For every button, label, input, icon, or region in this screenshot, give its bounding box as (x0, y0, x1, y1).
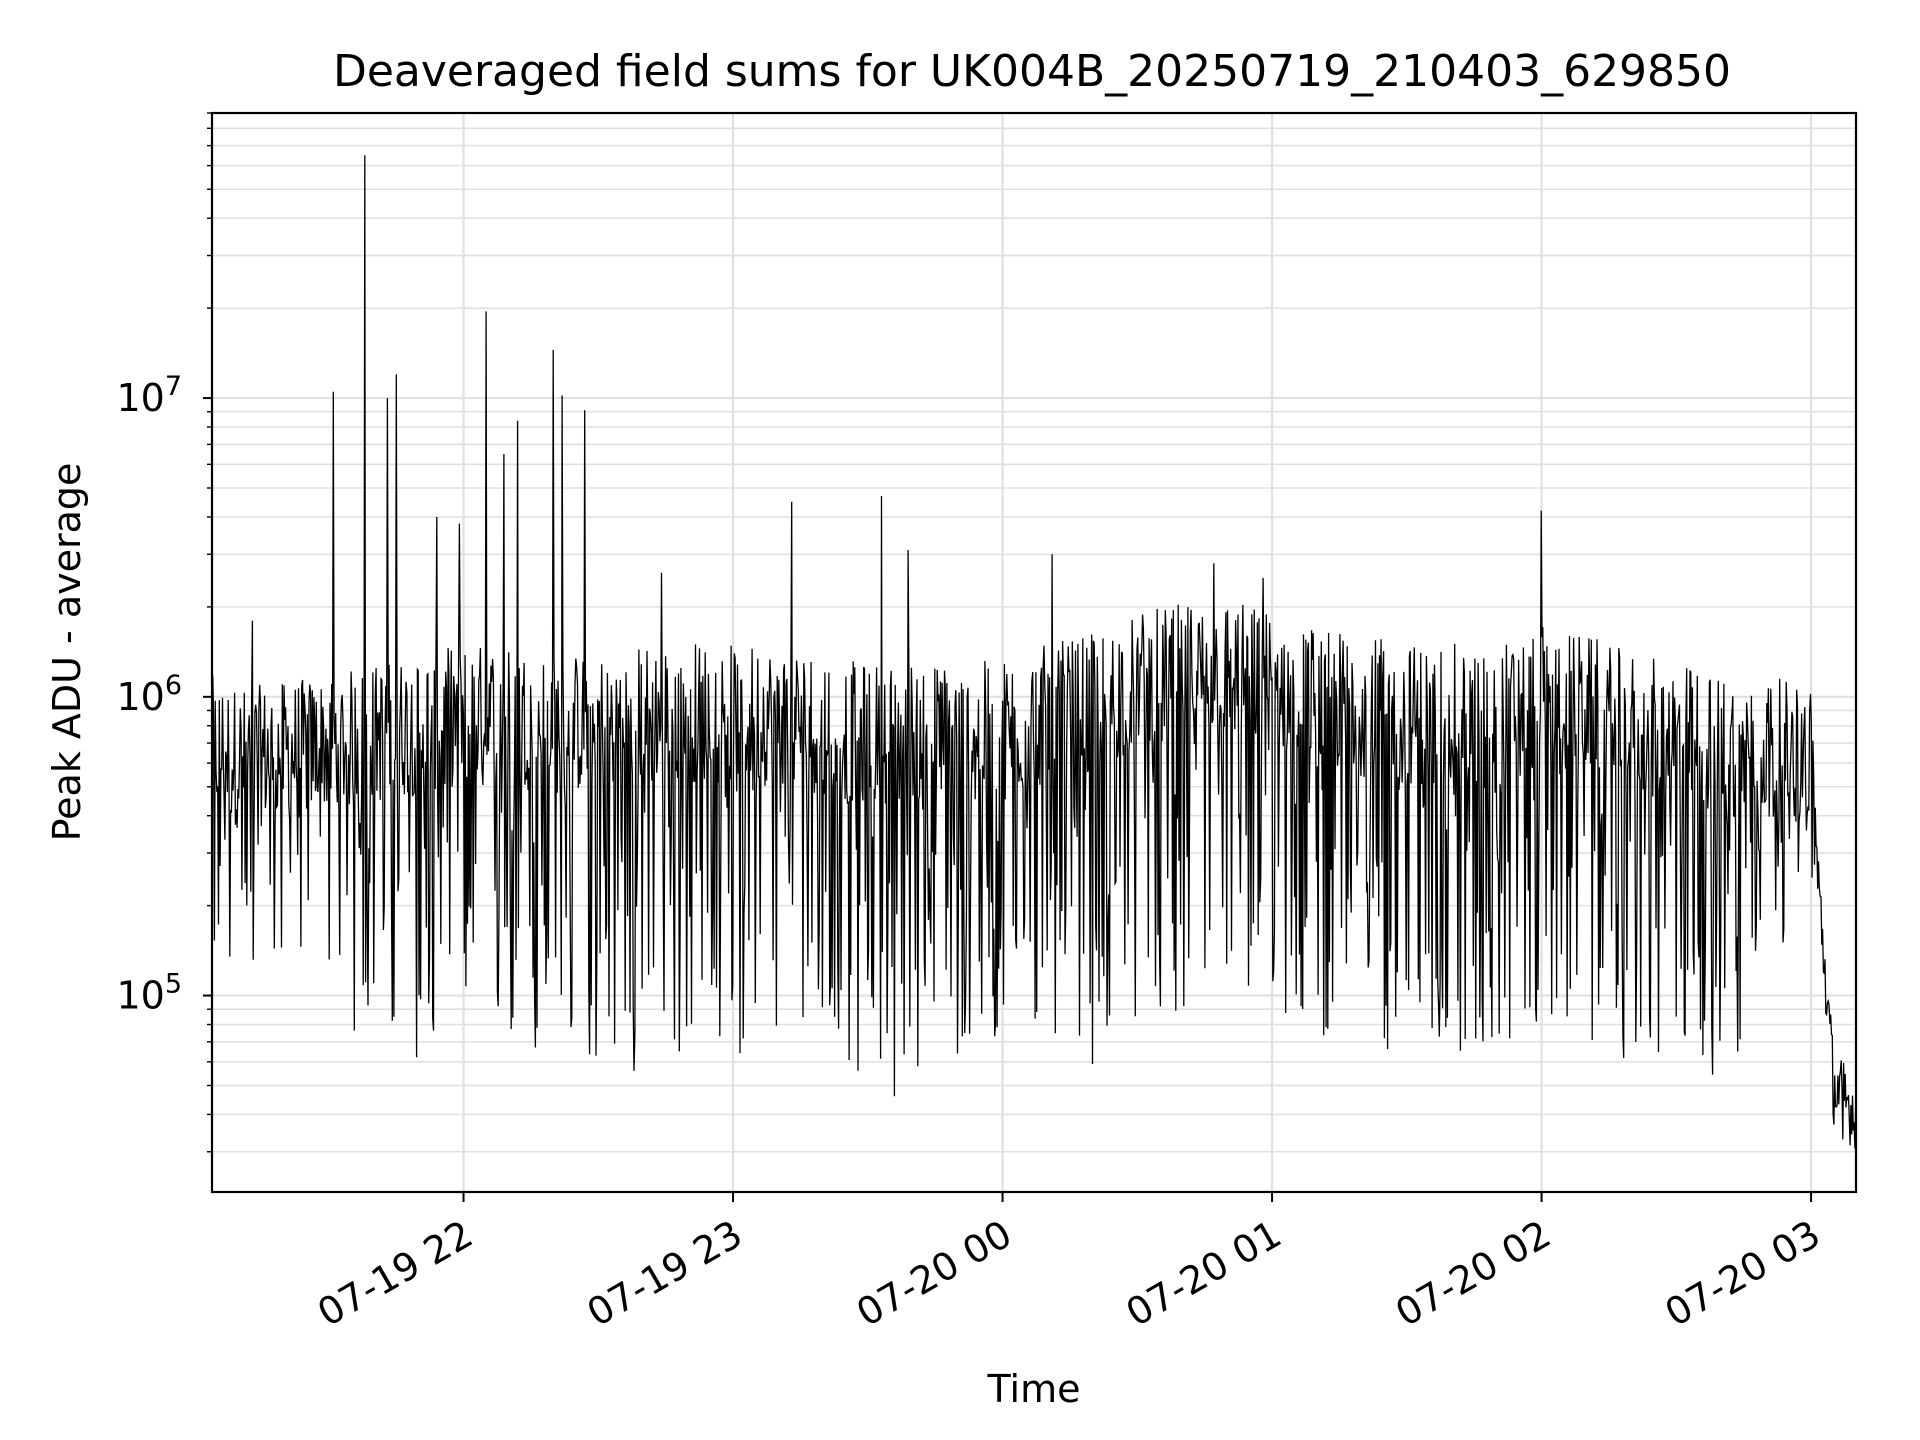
plot-area (212, 155, 1856, 1149)
x-axis-label: Time (987, 1367, 1081, 1411)
y-tick-label: 107 (116, 371, 182, 420)
y-tick-label: 105 (116, 969, 182, 1018)
y-axis-label: Peak ADU - average (45, 463, 89, 842)
series-line (212, 155, 1856, 1149)
y-tick-label: 106 (116, 670, 182, 719)
y-axis: 105 106 107 (116, 112, 212, 1153)
axes-frame (210, 111, 1858, 1194)
chart-title: Deaveraged field sums for UK004B_2025071… (333, 46, 1731, 97)
